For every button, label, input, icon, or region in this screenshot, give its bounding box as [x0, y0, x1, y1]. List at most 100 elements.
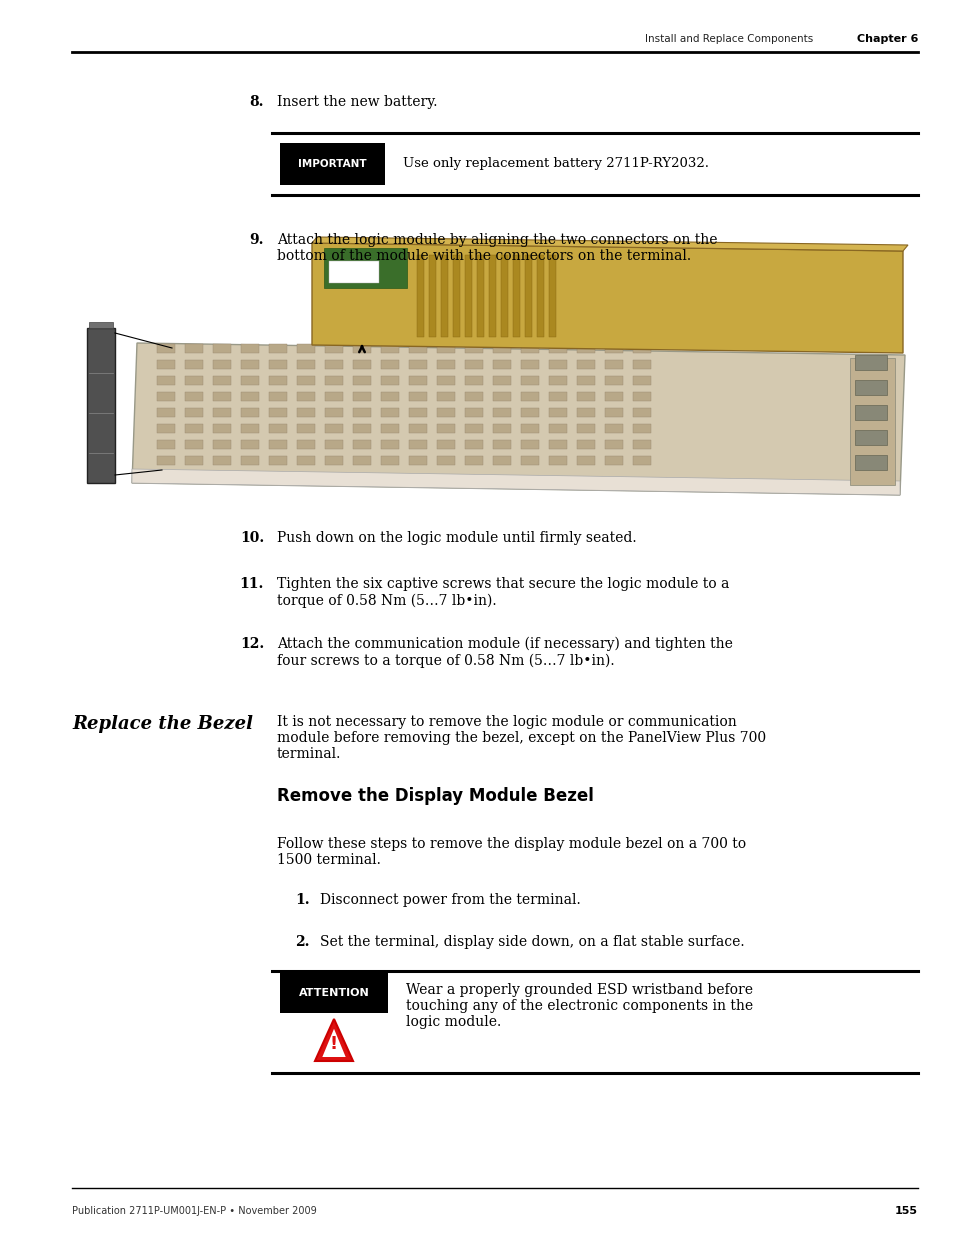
- FancyBboxPatch shape: [493, 440, 511, 450]
- FancyBboxPatch shape: [493, 408, 511, 417]
- Text: Replace the Bezel: Replace the Bezel: [71, 715, 253, 734]
- FancyBboxPatch shape: [324, 248, 407, 288]
- FancyBboxPatch shape: [353, 345, 371, 353]
- FancyBboxPatch shape: [500, 254, 507, 337]
- FancyBboxPatch shape: [409, 440, 427, 450]
- FancyBboxPatch shape: [185, 375, 203, 385]
- FancyBboxPatch shape: [269, 456, 287, 466]
- Text: Insert the new battery.: Insert the new battery.: [276, 95, 437, 109]
- FancyBboxPatch shape: [241, 391, 258, 401]
- Text: Attach the communication module (if necessary) and tighten the
four screws to a : Attach the communication module (if nece…: [276, 637, 732, 668]
- FancyBboxPatch shape: [269, 440, 287, 450]
- FancyBboxPatch shape: [409, 375, 427, 385]
- FancyBboxPatch shape: [157, 424, 174, 433]
- FancyBboxPatch shape: [429, 254, 436, 337]
- FancyBboxPatch shape: [548, 440, 566, 450]
- FancyBboxPatch shape: [353, 391, 371, 401]
- FancyBboxPatch shape: [325, 408, 343, 417]
- Text: Follow these steps to remove the display module bezel on a 700 to
1500 terminal.: Follow these steps to remove the display…: [276, 837, 745, 867]
- FancyBboxPatch shape: [157, 359, 174, 369]
- FancyBboxPatch shape: [329, 261, 378, 283]
- FancyBboxPatch shape: [325, 375, 343, 385]
- FancyBboxPatch shape: [548, 424, 566, 433]
- FancyBboxPatch shape: [464, 254, 472, 337]
- FancyBboxPatch shape: [280, 973, 388, 1013]
- FancyBboxPatch shape: [436, 375, 455, 385]
- Text: Tighten the six captive screws that secure the logic module to a
torque of 0.58 : Tighten the six captive screws that secu…: [276, 577, 729, 608]
- FancyBboxPatch shape: [89, 322, 112, 329]
- FancyBboxPatch shape: [633, 375, 650, 385]
- FancyBboxPatch shape: [577, 424, 595, 433]
- FancyBboxPatch shape: [409, 408, 427, 417]
- FancyBboxPatch shape: [296, 424, 314, 433]
- FancyBboxPatch shape: [577, 440, 595, 450]
- Text: 10.: 10.: [239, 531, 264, 545]
- FancyBboxPatch shape: [213, 408, 231, 417]
- FancyBboxPatch shape: [604, 391, 622, 401]
- FancyBboxPatch shape: [185, 391, 203, 401]
- FancyBboxPatch shape: [524, 254, 532, 337]
- FancyBboxPatch shape: [241, 345, 258, 353]
- FancyBboxPatch shape: [353, 375, 371, 385]
- Polygon shape: [312, 243, 902, 353]
- FancyBboxPatch shape: [157, 456, 174, 466]
- FancyBboxPatch shape: [409, 424, 427, 433]
- FancyBboxPatch shape: [604, 440, 622, 450]
- FancyBboxPatch shape: [353, 440, 371, 450]
- FancyBboxPatch shape: [849, 358, 894, 485]
- FancyBboxPatch shape: [854, 454, 886, 471]
- FancyBboxPatch shape: [548, 254, 556, 337]
- FancyBboxPatch shape: [633, 440, 650, 450]
- FancyBboxPatch shape: [157, 408, 174, 417]
- FancyBboxPatch shape: [493, 359, 511, 369]
- FancyBboxPatch shape: [513, 254, 519, 337]
- FancyBboxPatch shape: [493, 456, 511, 466]
- FancyBboxPatch shape: [296, 359, 314, 369]
- Text: IMPORTANT: IMPORTANT: [298, 159, 366, 169]
- Text: 9.: 9.: [250, 233, 264, 247]
- Text: !: !: [330, 1035, 337, 1053]
- FancyBboxPatch shape: [380, 408, 398, 417]
- FancyBboxPatch shape: [464, 440, 482, 450]
- Text: It is not necessary to remove the logic module or communication
module before re: It is not necessary to remove the logic …: [276, 715, 765, 762]
- Text: ATTENTION: ATTENTION: [298, 988, 369, 998]
- FancyBboxPatch shape: [416, 254, 423, 337]
- Text: Attach the logic module by aligning the two connectors on the
bottom of the modu: Attach the logic module by aligning the …: [276, 233, 717, 263]
- Text: Wear a properly grounded ESD wristband before
touching any of the electronic com: Wear a properly grounded ESD wristband b…: [406, 983, 752, 1030]
- FancyBboxPatch shape: [489, 254, 496, 337]
- FancyBboxPatch shape: [241, 408, 258, 417]
- FancyBboxPatch shape: [493, 375, 511, 385]
- FancyBboxPatch shape: [409, 359, 427, 369]
- FancyBboxPatch shape: [296, 456, 314, 466]
- FancyBboxPatch shape: [325, 424, 343, 433]
- FancyBboxPatch shape: [548, 345, 566, 353]
- Text: Push down on the logic module until firmly seated.: Push down on the logic module until firm…: [276, 531, 636, 545]
- FancyBboxPatch shape: [548, 375, 566, 385]
- FancyBboxPatch shape: [213, 440, 231, 450]
- FancyBboxPatch shape: [353, 424, 371, 433]
- FancyBboxPatch shape: [633, 391, 650, 401]
- FancyBboxPatch shape: [577, 375, 595, 385]
- FancyBboxPatch shape: [520, 424, 538, 433]
- Text: Chapter 6: Chapter 6: [856, 35, 917, 44]
- FancyBboxPatch shape: [380, 391, 398, 401]
- FancyBboxPatch shape: [854, 405, 886, 420]
- FancyBboxPatch shape: [157, 375, 174, 385]
- FancyBboxPatch shape: [409, 456, 427, 466]
- FancyBboxPatch shape: [241, 359, 258, 369]
- FancyBboxPatch shape: [577, 456, 595, 466]
- FancyBboxPatch shape: [577, 359, 595, 369]
- FancyBboxPatch shape: [633, 345, 650, 353]
- FancyBboxPatch shape: [185, 424, 203, 433]
- Text: Use only replacement battery 2711P-RY2032.: Use only replacement battery 2711P-RY203…: [402, 158, 708, 170]
- Polygon shape: [132, 469, 899, 495]
- FancyBboxPatch shape: [633, 424, 650, 433]
- FancyBboxPatch shape: [296, 440, 314, 450]
- Text: 155: 155: [894, 1207, 917, 1216]
- FancyBboxPatch shape: [269, 375, 287, 385]
- FancyBboxPatch shape: [436, 345, 455, 353]
- FancyBboxPatch shape: [537, 254, 543, 337]
- FancyBboxPatch shape: [296, 391, 314, 401]
- Polygon shape: [132, 343, 904, 495]
- FancyBboxPatch shape: [380, 375, 398, 385]
